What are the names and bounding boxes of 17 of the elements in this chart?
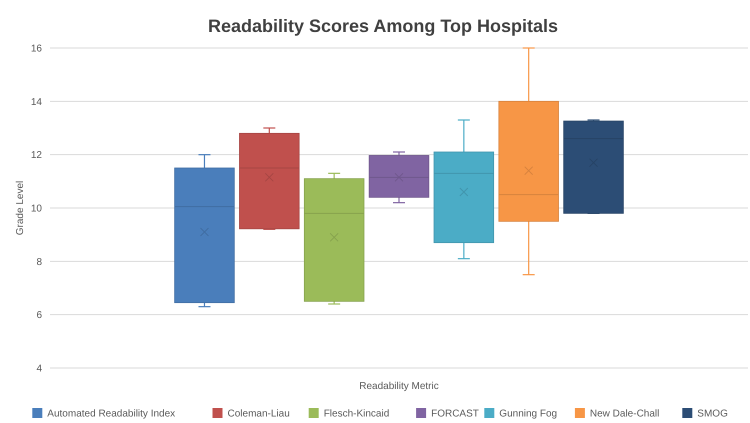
legend-label: FORCAST xyxy=(431,408,479,420)
legend-label: Flesch-Kincaid xyxy=(324,408,390,420)
y-tick-label: 4 xyxy=(36,364,42,374)
y-tick-label: 6 xyxy=(36,310,42,322)
legend-label: Automated Readability Index xyxy=(47,408,176,420)
legend-label: Gunning Fog xyxy=(499,408,558,420)
y-tick-label: 10 xyxy=(30,204,42,214)
y-tick-label: 12 xyxy=(30,150,42,162)
legend-label: SMOG xyxy=(697,408,728,420)
y-tick-label: 14 xyxy=(30,96,42,108)
chart-title: Readability Scores Among Top Hospitals xyxy=(208,16,558,36)
x-axis-title: Readability Metric xyxy=(359,381,439,392)
y-tick-label: 8 xyxy=(36,256,42,268)
y-tick-label: 16 xyxy=(30,44,42,54)
legend-label: New Dale-Chall xyxy=(590,408,660,420)
legend-label: Coleman-Liau xyxy=(228,408,290,420)
y-axis-title: Grade Level xyxy=(15,180,26,236)
